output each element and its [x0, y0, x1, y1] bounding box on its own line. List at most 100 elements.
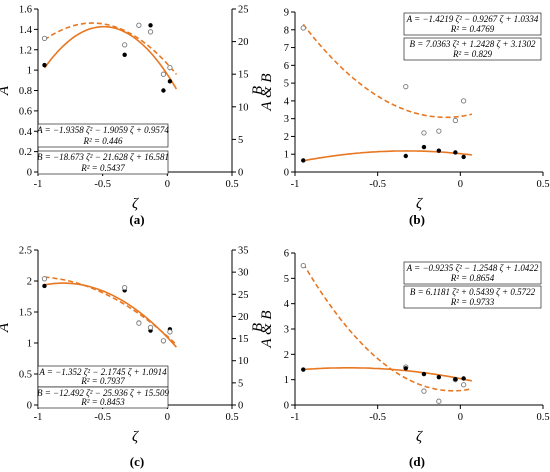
equation-box-d-0	[403, 261, 542, 285]
panel-label-a: (a)	[129, 212, 145, 227]
data-point-d-1	[421, 371, 427, 377]
x-axis-label-b: ζ	[416, 196, 423, 212]
equation-r2-a-1: R² = 0.5437	[80, 163, 125, 173]
y-tick-label-d: 1	[284, 375, 289, 386]
data-point-b-0	[436, 128, 442, 134]
x-tick-label-d: -1	[291, 412, 300, 423]
data-point-b-1	[403, 153, 408, 159]
y2-tick-label-c: 20	[238, 312, 249, 323]
y2-tick-label-c: 15	[238, 334, 249, 345]
data-point-a-0	[122, 52, 127, 58]
x-axis-label-c: ζ	[132, 429, 139, 445]
y-tick-label-c: 0	[27, 401, 32, 412]
data-point-a-1	[41, 35, 48, 41]
data-point-a-0	[161, 88, 166, 93]
y-tick-label-b: 2	[284, 132, 289, 143]
y-tick-label-b: 0	[284, 168, 289, 179]
y2-tick-label-a: 0	[238, 168, 243, 179]
x-tick-label-a: -0.5	[94, 179, 111, 190]
y-tick-label-d: 2	[284, 350, 289, 361]
equation-r2-c-1: R² = 0.8453	[80, 397, 125, 407]
fit-curve-c-0	[44, 282, 178, 348]
x-tick-label-c: -0.5	[94, 412, 111, 423]
y-axis-label-c: A	[0, 322, 12, 333]
x-tick-label-b: 0	[458, 179, 463, 190]
panel-label-c: (c)	[129, 454, 145, 469]
y-tick-label-a: 0.2	[19, 147, 32, 158]
panel-label-d: (d)	[409, 454, 425, 469]
x-tick-label-d: 0.5	[536, 412, 549, 423]
fit-curve-c-1	[44, 276, 177, 346]
x-axis-label-a: ζ	[132, 196, 139, 212]
equation-text-d-1: B = 6.1181 ζ² + 0.5439 ζ + 0.5722	[410, 287, 536, 297]
equation-text-b-0: A = −1.4219 ζ² − 0.9267 ζ + 1.0334	[406, 14, 539, 24]
fit-curve-a-1	[44, 22, 178, 75]
y2-tick-label-c: 30	[238, 268, 249, 279]
data-point-b-0	[460, 98, 467, 104]
data-point-b-0	[452, 117, 459, 124]
y-tick-label-b: 8	[284, 25, 289, 36]
y2-tick-label-c: 25	[238, 290, 249, 301]
y-tick-label-c: 2.5	[19, 246, 32, 257]
data-point-b-0	[421, 130, 427, 136]
data-point-b-1	[461, 154, 466, 160]
data-point-d-0	[421, 388, 427, 394]
x-tick-label-c: 0	[165, 412, 170, 423]
y2-tick-label-c: 10	[238, 356, 249, 367]
y2-axis-label-c: B	[250, 323, 266, 332]
y-tick-label-a: 1.4	[19, 25, 33, 36]
equation-r2-d-1: R² = 0.9733	[450, 297, 495, 307]
equation-text-c-1: B = −12.492 ζ² − 25.936 ζ + 15.509	[37, 388, 170, 398]
equation-r2-b-1: R² = 0.829	[452, 49, 493, 59]
data-point-d-1	[301, 367, 306, 372]
data-point-b-0	[300, 25, 306, 31]
data-point-a-0	[167, 79, 173, 84]
data-point-b-1	[453, 150, 458, 155]
panel-label-b: (b)	[409, 212, 425, 227]
equation-text-a-0: A = −1.9358 ζ² − 1.9059 ζ + 0.9574	[36, 125, 169, 135]
equation-box-b-0	[403, 12, 542, 36]
data-point-a-1	[147, 29, 154, 35]
equation-box-c-1	[37, 386, 169, 409]
y-tick-label-a: 1.2	[19, 45, 32, 56]
y-tick-label-c: 1.5	[19, 308, 32, 319]
x-tick-label-a: 0	[165, 179, 170, 190]
equation-text-c-0: A = −1.352 ζ² − 2.1745 ζ + 1.0914	[38, 367, 167, 377]
data-point-a-0	[148, 23, 153, 28]
y2-tick-label-c: 35	[238, 246, 249, 257]
fit-curve-d-1	[303, 367, 473, 382]
x-tick-label-a: 0.5	[225, 179, 238, 190]
x-tick-label-d: 0	[458, 412, 463, 423]
y-tick-label-c: 2	[27, 277, 32, 288]
y-tick-label-a: 0	[27, 168, 32, 179]
y-tick-label-c: 1	[27, 339, 32, 350]
y-tick-label-d: 3	[284, 325, 289, 336]
y-tick-label-b: 9	[284, 8, 289, 19]
y-tick-label-b: 4	[284, 96, 290, 107]
data-point-b-1	[421, 144, 427, 150]
equation-box-d-1	[403, 285, 542, 309]
equation-text-d-0: A = −0.9235 ζ² − 1.2548 ζ + 1.0422	[406, 263, 539, 273]
y-axis-label-a: A	[0, 85, 12, 96]
data-point-c-1	[41, 276, 48, 282]
equation-box-a-1	[37, 150, 169, 175]
equation-r2-b-0: R² = 0.4769	[450, 24, 495, 34]
equation-r2-d-0: R² = 0.8654	[450, 273, 495, 283]
y-tick-label-d: 5	[284, 274, 289, 285]
y-axis-label-d: A & B	[259, 310, 275, 348]
data-point-c-1	[122, 284, 128, 291]
data-point-d-1	[453, 376, 458, 382]
data-point-a-1	[167, 65, 173, 71]
y-tick-label-d: 0	[284, 401, 289, 412]
y-tick-label-a: 0.4	[19, 127, 33, 138]
x-tick-label-d: -0.5	[369, 412, 386, 423]
data-point-d-0	[460, 382, 467, 388]
y-tick-label-b: 7	[284, 43, 289, 54]
data-point-c-0	[42, 283, 47, 289]
x-tick-label-c: 0.5	[225, 412, 238, 423]
fit-curve-a-0	[43, 25, 178, 90]
y-tick-label-d: 6	[284, 249, 289, 260]
data-point-c-1	[167, 329, 173, 335]
data-point-d-1	[461, 376, 466, 381]
